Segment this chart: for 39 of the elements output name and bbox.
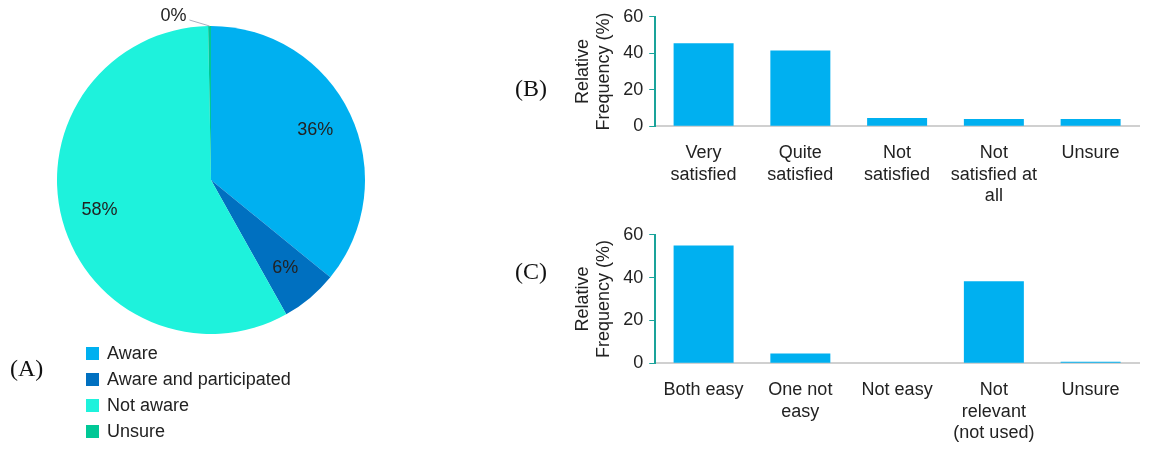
x-tick-label: Not satisfied [864, 141, 931, 184]
text: (A) [10, 355, 44, 382]
data-label: 6% [272, 257, 299, 278]
x-tick-label: Unsure [1061, 378, 1120, 399]
x-tick-label: Unsure [1061, 141, 1120, 162]
y-tick-label: 60 [623, 223, 644, 244]
y-tick-label: 40 [623, 266, 644, 287]
y-tick-label: 0 [633, 352, 644, 373]
x-tick-label: Not satisfied at all [950, 141, 1037, 206]
bar [673, 43, 734, 126]
data-label: 36% [297, 119, 334, 140]
bar [1060, 118, 1121, 126]
bar [673, 245, 734, 363]
text: (B) [515, 75, 547, 102]
y-tick-label: 60 [623, 5, 644, 26]
y-axis-title: Relative Frequency (%) [571, 12, 614, 131]
legend-label: Aware and participated [107, 368, 291, 391]
y-tick-label: 40 [623, 42, 644, 63]
data-label: 58% [81, 199, 118, 220]
bar [770, 50, 831, 126]
bar [963, 281, 1024, 363]
data-label: 0% [160, 4, 187, 25]
legend-label: Unsure [107, 420, 166, 443]
x-tick-label: Not relevant (not used) [953, 378, 1035, 443]
x-tick-label: Quite satisfied [767, 141, 834, 184]
x-tick-label: Not easy [861, 378, 933, 399]
y-tick-label: 20 [623, 78, 644, 99]
x-tick-label: Very satisfied [670, 141, 737, 184]
x-tick-label: Both easy [663, 378, 744, 399]
y-tick-label: 0 [633, 115, 644, 136]
text: (C) [515, 258, 547, 285]
x-tick-label: One not easy [768, 378, 833, 421]
y-axis-title: Relative Frequency (%) [571, 239, 614, 359]
legend-label: Not aware [107, 394, 190, 417]
bar [867, 118, 928, 126]
bar [770, 353, 831, 363]
bar [963, 118, 1024, 126]
y-tick-label: 20 [623, 309, 644, 330]
legend-label: Aware [107, 342, 158, 365]
